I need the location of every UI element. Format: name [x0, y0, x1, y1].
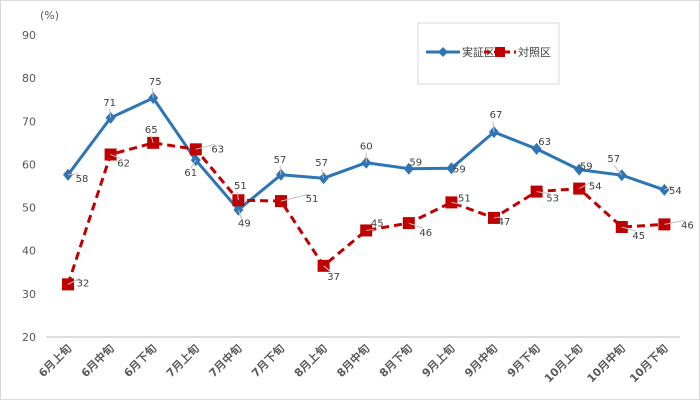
data-label-jissho-1: 58: [76, 174, 89, 185]
data-label-taisho-14: 45: [632, 231, 645, 242]
y-axis: 20 30 40 50 60 70 80 90: [22, 29, 36, 344]
legend-label-taisho: 対照区: [518, 45, 551, 59]
point-jissho-13: [574, 163, 585, 176]
data-label-jissho-15: 54: [669, 186, 682, 197]
data-label-jissho-5: 49: [238, 219, 251, 230]
leader-jissho-7: [321, 169, 325, 179]
leader-jissho-1: [67, 173, 80, 176]
leader-taisho-3: [150, 135, 154, 143]
y-tick-label: 60: [22, 158, 36, 171]
leader-jissho-4: [190, 159, 197, 169]
data-label-taisho-10: 51: [458, 193, 471, 204]
data-label-taisho-4: 63: [211, 144, 224, 155]
data-label-jissho-11: 67: [490, 110, 503, 121]
leader-taisho-2: [110, 154, 121, 159]
legend-marker-jissho-diamond: [438, 47, 448, 57]
x-tick-label: 7月中旬: [206, 341, 245, 380]
leader-taisho-12: [536, 191, 550, 195]
data-label-taisho-9: 46: [419, 228, 432, 239]
leader-taisho-5: [236, 192, 239, 201]
data-labels: 58 71 75 61 49 57 57 60 59 59 67 63 59 57 54 32 62 65 63 51…: [76, 77, 694, 289]
leader-taisho-10: [451, 201, 462, 205]
x-tick-label: 7月上旬: [163, 341, 202, 380]
data-label-taisho-3: 65: [145, 125, 158, 136]
y-axis-unit-label: (%): [40, 9, 59, 22]
data-label-jissho-6: 57: [274, 155, 287, 166]
data-label-jissho-10: 59: [453, 164, 466, 175]
data-label-jissho-3: 75: [149, 77, 162, 88]
leader-taisho-9: [408, 222, 423, 229]
x-tick-label: 8月上旬: [291, 341, 330, 380]
leader-taisho-4: [195, 143, 215, 150]
data-label-taisho-8: 45: [371, 218, 384, 229]
leader-jissho-15: [664, 185, 673, 191]
leader-jissho-2: [109, 108, 112, 118]
leader-taisho-14: [621, 226, 636, 232]
x-tick-label: 10月上旬: [541, 341, 585, 385]
x-tick-label: 7月下旬: [248, 341, 287, 380]
data-label-taisho-2: 62: [117, 159, 130, 170]
point-jissho-12: [531, 142, 542, 155]
legend: 実証区 対照区: [417, 22, 560, 85]
x-tick-label: 6月上旬: [35, 341, 74, 380]
data-label-taisho-11: 47: [498, 217, 511, 228]
leader-taisho-15: [664, 219, 685, 225]
leader-jissho-11: [492, 121, 495, 133]
series-layer: [62, 91, 671, 291]
y-tick-label: 90: [22, 29, 36, 42]
leader-taisho-11: [493, 216, 502, 219]
x-tick-label: 9月中旬: [461, 341, 500, 380]
data-label-jissho-7: 57: [315, 158, 328, 169]
data-label-taisho-7: 37: [327, 272, 340, 283]
leader-jissho-3: [151, 87, 154, 99]
leader-jissho-5: [237, 209, 242, 219]
point-jissho-9: [403, 162, 414, 175]
x-tick-label: 6月中旬: [78, 341, 117, 380]
x-tick-label: 10月下旬: [626, 341, 670, 385]
y-tick-label: 40: [22, 245, 36, 258]
legend-item-taisho: 対照区: [484, 45, 551, 59]
x-tick-label: 9月下旬: [504, 341, 543, 380]
data-label-taisho-12: 53: [546, 194, 559, 205]
data-label-taisho-5: 51: [234, 181, 247, 192]
data-label-jissho-14: 57: [607, 154, 620, 165]
series-line-taisho: [66, 141, 665, 285]
legend-item-jissho: 実証区: [426, 45, 495, 59]
y-tick-label: 30: [22, 288, 36, 301]
data-label-taisho-1: 32: [77, 278, 90, 289]
x-tick-label: 9月上旬: [419, 341, 458, 380]
y-tick-label: 20: [22, 331, 36, 344]
x-axis: 6月上旬 6月中旬 6月下旬 7月上旬 7月中旬 7月下旬 8月上旬 8月中旬 8月下旬 9月上旬…: [35, 336, 680, 385]
data-label-jissho-2: 71: [103, 98, 116, 109]
leader-taisho-6: [280, 193, 310, 202]
y-tick-label: 70: [22, 115, 36, 128]
x-tick-label: 6月下旬: [121, 341, 160, 380]
data-label-jissho-4: 61: [184, 168, 197, 179]
data-label-jissho-9: 59: [409, 158, 422, 169]
data-label-leaders: [67, 87, 685, 285]
data-label-jissho-8: 60: [360, 142, 373, 153]
legend-marker-taisho-square: [495, 47, 505, 57]
leader-taisho-13: [578, 181, 593, 190]
y-tick-label: 50: [22, 202, 36, 215]
data-label-taisho-15: 46: [681, 220, 694, 231]
data-label-jissho-12: 63: [538, 137, 551, 148]
point-jissho-2: [105, 111, 116, 124]
x-tick-label: 8月中旬: [334, 341, 373, 380]
x-tick-label: 8月下旬: [376, 341, 415, 380]
x-tick-label: 10月中旬: [584, 341, 628, 385]
leader-taisho-8: [366, 228, 375, 231]
legend-label-jissho: 実証区: [462, 45, 495, 59]
leader-jissho-6: [279, 165, 282, 175]
leader-taisho-1: [67, 277, 81, 285]
leader-taisho-7: [323, 265, 331, 273]
leader-jissho-14: [613, 164, 623, 176]
point-jissho-10: [446, 162, 457, 175]
data-label-jissho-13: 59: [580, 162, 593, 173]
y-tick-label: 80: [22, 72, 36, 85]
data-label-taisho-13: 54: [589, 182, 602, 193]
data-label-taisho-6: 51: [306, 194, 319, 205]
